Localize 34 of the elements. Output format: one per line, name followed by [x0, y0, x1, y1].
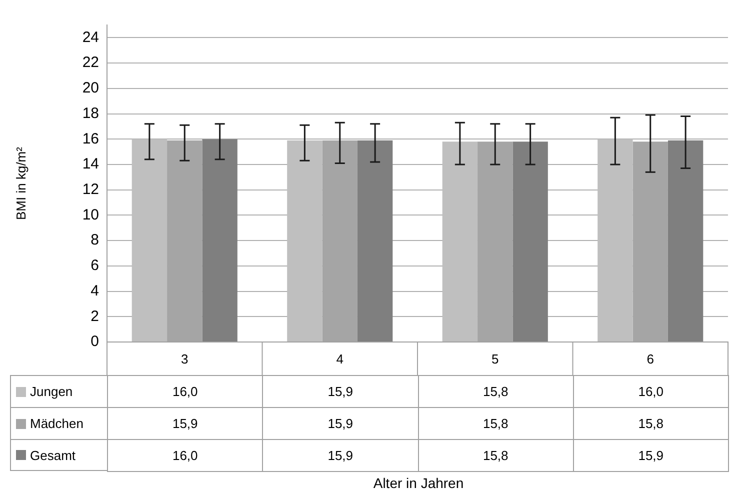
y-tick-label: 18 [82, 104, 99, 122]
data-label: 16,0 [172, 384, 198, 399]
data-label: 16,0 [172, 448, 198, 463]
x-tick-label: 3 [181, 351, 188, 366]
y-tick-label: 24 [82, 28, 99, 46]
data-label: 15,8 [638, 416, 664, 431]
y-tick-label: 2 [90, 308, 99, 325]
data-label: 15,8 [482, 384, 508, 399]
y-axis-title: BMI in kg/m² [13, 146, 28, 220]
data-label: 15,9 [172, 416, 198, 431]
y-tick-label: 4 [90, 282, 99, 300]
y-tick-label: 8 [90, 232, 99, 249]
data-label: 16,0 [638, 384, 664, 399]
y-tick-label: 22 [82, 54, 99, 72]
data-label: 15,9 [638, 448, 664, 463]
data-label: 15,8 [482, 416, 508, 431]
data-label: 15,9 [328, 448, 354, 463]
legend-label: Mädchen [30, 416, 84, 431]
data-label: 15,9 [328, 384, 354, 399]
y-tick-label: 12 [82, 180, 99, 198]
x-tick-label: 5 [492, 351, 499, 366]
data-label: 15,8 [482, 448, 508, 463]
y-tick-label: 20 [82, 80, 99, 97]
x-tick-label: 6 [646, 351, 654, 366]
y-tick-label: 6 [90, 257, 99, 274]
x-tick-label: 4 [336, 351, 344, 366]
legend-label: Gesamt [30, 448, 76, 462]
y-tick-label: 14 [82, 156, 99, 173]
y-tick-label: 16 [82, 130, 99, 148]
legend-label: Jungen [30, 384, 73, 399]
y-tick-label: 10 [82, 206, 99, 224]
y-tick-label: 0 [90, 333, 99, 350]
text: Alter in Jahren [372, 475, 465, 491]
data-label: 15,9 [328, 416, 354, 431]
